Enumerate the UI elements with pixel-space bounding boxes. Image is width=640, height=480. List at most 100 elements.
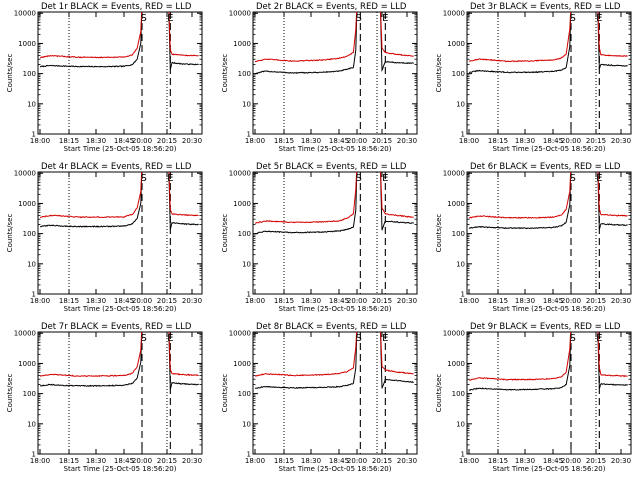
x-tick-label: 18:30 [86, 457, 106, 465]
y-tick-label: 10 [456, 100, 465, 108]
end-marker-label: E [596, 173, 602, 184]
start-marker-label: S [355, 173, 361, 184]
x-tick-label: 20:00 [132, 137, 152, 145]
x-tick-label: 18:30 [86, 137, 106, 145]
panel-2: Det 2r BLACK = Events, RED = LLD 1 10 100 10… [221, 2, 418, 153]
start-marker-label: S [569, 173, 575, 184]
panel-title: Det 6r BLACK = Events, RED = LLD [470, 162, 621, 172]
y-tick-label: 1 [461, 131, 465, 139]
x-tick-label: 20:30 [182, 137, 202, 145]
x-axis-label: Start Time (25-Oct-05 18:56:20) [64, 305, 177, 313]
x-tick-label: 18:45 [543, 297, 563, 305]
events-series-line [468, 332, 628, 391]
plot-frame [466, 331, 632, 455]
events-series-line [39, 12, 199, 70]
y-tick-label: 1000 [18, 200, 36, 208]
events-series-line [40, 172, 199, 230]
y-tick-label: 1000 [447, 200, 465, 208]
y-tick-label: 10 [27, 100, 36, 108]
x-tick-label: 18:15 [274, 137, 294, 145]
start-marker-label: S [355, 333, 361, 344]
end-marker-label: E [382, 333, 388, 344]
x-tick-label: 18:00 [30, 137, 50, 145]
x-tick-label: 18:00 [459, 457, 479, 465]
x-tick-label: 18:45 [114, 137, 134, 145]
y-tick-label: 1000 [233, 360, 251, 368]
plot-frame [252, 171, 418, 295]
start-marker-label: S [569, 13, 575, 24]
y-tick-label: 10000 [229, 10, 251, 18]
x-tick-label: 20:30 [397, 297, 417, 305]
y-tick-label: 10 [242, 260, 251, 268]
x-tick-label: 20:00 [347, 457, 367, 465]
y-tick-label: 10 [242, 420, 251, 428]
end-marker-label: E [596, 13, 602, 24]
x-tick-label: 20:00 [561, 457, 581, 465]
x-tick-label: 18:45 [329, 297, 349, 305]
y-tick-label: 10000 [229, 170, 251, 178]
plot-frame [252, 331, 418, 455]
x-tick-label: 20:15 [157, 457, 177, 465]
y-tick-label: 10 [27, 260, 36, 268]
y-tick-label: 1000 [233, 200, 251, 208]
y-axis-label: Counts/sec [6, 54, 14, 93]
y-tick-label: 1000 [233, 40, 251, 48]
x-tick-label: 18:15 [274, 297, 294, 305]
x-tick-label: 20:30 [397, 457, 417, 465]
x-tick-label: 18:45 [114, 297, 134, 305]
lld-series-line [254, 332, 414, 377]
y-tick-label: 1 [32, 291, 36, 299]
x-tick-label: 18:30 [515, 137, 535, 145]
y-tick-label: 1 [247, 131, 251, 139]
lld-series-line [469, 12, 628, 63]
x-tick-label: 18:15 [59, 137, 79, 145]
panel-9: Det 9r BLACK = Events, RED = LLD 1 10 100 10… [435, 322, 632, 473]
y-axis-label: Counts/sec [6, 374, 14, 413]
x-tick-label: 20:00 [347, 137, 367, 145]
y-tick-label: 100 [238, 70, 251, 78]
y-tick-label: 100 [238, 230, 251, 238]
plot-frame [37, 171, 203, 295]
lld-series-line [468, 332, 628, 381]
x-tick-label: 18:45 [329, 457, 349, 465]
panel-8: Det 8r BLACK = Events, RED = LLD 1 10 100 10… [221, 322, 418, 473]
y-axis-label: Counts/sec [435, 54, 443, 93]
events-series-line [255, 172, 414, 235]
events-series-line [469, 12, 628, 74]
y-tick-label: 10000 [14, 330, 36, 338]
x-tick-label: 18:45 [543, 137, 563, 145]
x-tick-label: 20:30 [611, 297, 631, 305]
lld-series-line [468, 172, 628, 219]
x-tick-label: 18:00 [30, 457, 50, 465]
y-tick-label: 100 [452, 70, 465, 78]
lld-series-line [254, 172, 414, 224]
x-tick-label: 20:15 [157, 137, 177, 145]
x-axis-label: Start Time (25-Oct-05 18:56:20) [64, 465, 177, 473]
y-tick-label: 1 [461, 451, 465, 459]
y-tick-label: 100 [452, 230, 465, 238]
x-tick-label: 20:15 [372, 457, 392, 465]
y-tick-label: 1000 [447, 360, 465, 368]
plot-frame [37, 11, 203, 135]
x-axis-label: Start Time (25-Oct-05 18:56:20) [493, 145, 606, 153]
end-marker-label: E [382, 13, 388, 24]
y-tick-label: 10 [242, 100, 251, 108]
x-tick-label: 18:30 [515, 297, 535, 305]
plot-frame [466, 11, 632, 135]
x-axis-label: Start Time (25-Oct-05 18:56:20) [493, 305, 606, 313]
x-tick-label: 20:00 [132, 457, 152, 465]
y-axis-label: Counts/sec [221, 54, 229, 93]
y-tick-label: 100 [23, 390, 36, 398]
events-series-line [254, 12, 414, 75]
y-tick-label: 10000 [443, 330, 465, 338]
x-tick-label: 18:15 [488, 297, 508, 305]
x-tick-label: 18:45 [329, 137, 349, 145]
panel-5: Det 5r BLACK = Events, RED = LLD 1 10 100 10… [221, 162, 418, 313]
panel-title: Det 9r BLACK = Events, RED = LLD [470, 322, 621, 332]
start-marker-label: S [140, 333, 146, 344]
x-tick-label: 20:15 [586, 137, 606, 145]
panel-3: Det 3r BLACK = Events, RED = LLD 1 10 100 10… [435, 2, 632, 153]
x-tick-label: 18:45 [114, 457, 134, 465]
x-tick-label: 18:00 [459, 297, 479, 305]
